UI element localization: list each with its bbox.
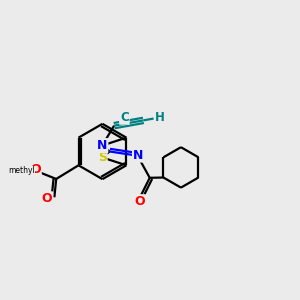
Text: O: O: [42, 192, 52, 205]
Text: S: S: [98, 151, 107, 164]
Text: O: O: [134, 195, 145, 208]
Text: N: N: [133, 148, 143, 162]
Text: H: H: [155, 110, 165, 124]
Text: C: C: [120, 111, 129, 124]
Text: O: O: [30, 163, 41, 176]
Text: methyl: methyl: [8, 167, 34, 176]
Text: N: N: [97, 139, 107, 152]
